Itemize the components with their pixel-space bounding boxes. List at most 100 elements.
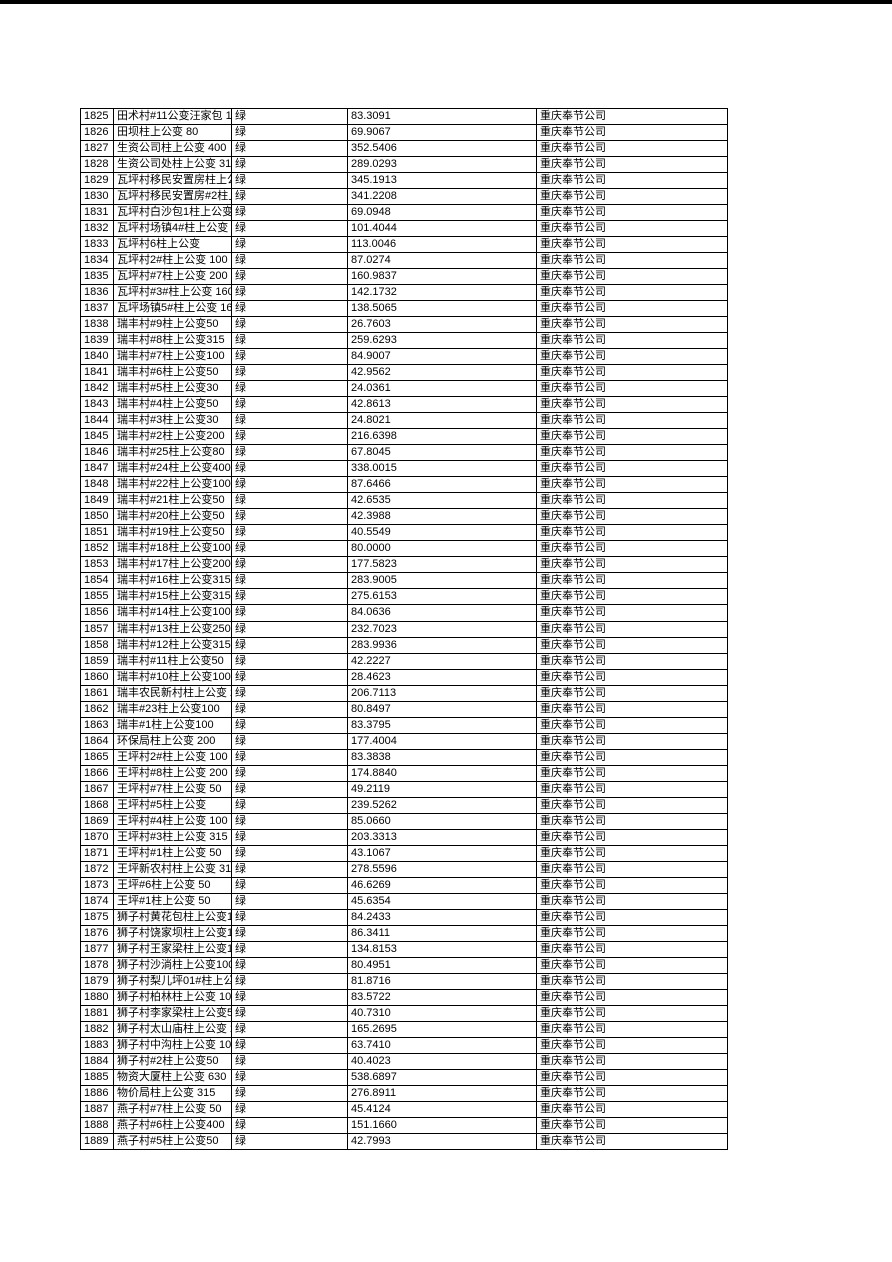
cell-value[interactable]: 86.3411 xyxy=(347,924,537,942)
cell-name[interactable]: 瓦坪场镇5#柱上公变 160 xyxy=(113,300,232,318)
cell-row-number[interactable]: 1883 xyxy=(80,1036,114,1054)
cell-row-number[interactable]: 1846 xyxy=(80,444,114,462)
cell-company[interactable]: 重庆奉节公司 xyxy=(536,364,728,382)
cell-value[interactable]: 24.0361 xyxy=(347,380,537,398)
cell-company[interactable]: 重庆奉节公司 xyxy=(536,908,728,926)
cell-name[interactable]: 瑞丰村#6柱上公变50 xyxy=(113,364,232,382)
cell-company[interactable]: 重庆奉节公司 xyxy=(536,620,728,638)
cell-value[interactable]: 43.1067 xyxy=(347,844,537,862)
cell-value[interactable]: 283.9936 xyxy=(347,636,537,654)
cell-row-number[interactable]: 1845 xyxy=(80,428,114,446)
cell-status[interactable]: 绿 xyxy=(231,1100,348,1118)
cell-name[interactable]: 田术村#11公变汪家包 100 xyxy=(113,107,232,126)
cell-value[interactable]: 283.9005 xyxy=(347,572,537,590)
cell-name[interactable]: 王坪村#8柱上公变 200 xyxy=(113,764,232,782)
cell-company[interactable]: 重庆奉节公司 xyxy=(536,1068,728,1086)
cell-value[interactable]: 276.8911 xyxy=(347,1084,537,1102)
cell-value[interactable]: 67.8045 xyxy=(347,444,537,462)
cell-name[interactable]: 瑞丰村#4柱上公变50 xyxy=(113,396,232,414)
cell-status[interactable]: 绿 xyxy=(231,716,348,734)
cell-name[interactable]: 狮子村李家梁柱上公变50 xyxy=(113,1004,232,1022)
cell-value[interactable]: 177.4004 xyxy=(347,732,537,750)
cell-row-number[interactable]: 1867 xyxy=(80,780,114,798)
cell-value[interactable]: 206.7113 xyxy=(347,684,537,702)
cell-company[interactable]: 重庆奉节公司 xyxy=(536,524,728,542)
cell-company[interactable]: 重庆奉节公司 xyxy=(536,988,728,1006)
cell-status[interactable]: 绿 xyxy=(231,860,348,878)
cell-row-number[interactable]: 1882 xyxy=(80,1020,114,1038)
cell-company[interactable]: 重庆奉节公司 xyxy=(536,684,728,702)
cell-company[interactable]: 重庆奉节公司 xyxy=(536,812,728,830)
cell-status[interactable]: 绿 xyxy=(231,540,348,558)
cell-row-number[interactable]: 1848 xyxy=(80,476,114,494)
cell-company[interactable]: 重庆奉节公司 xyxy=(536,796,728,814)
cell-status[interactable]: 绿 xyxy=(231,380,348,398)
cell-row-number[interactable]: 1886 xyxy=(80,1084,114,1102)
cell-company[interactable]: 重庆奉节公司 xyxy=(536,252,728,270)
cell-status[interactable]: 绿 xyxy=(231,444,348,462)
cell-status[interactable]: 绿 xyxy=(231,972,348,990)
cell-status[interactable]: 绿 xyxy=(231,524,348,542)
cell-company[interactable]: 重庆奉节公司 xyxy=(536,732,728,750)
cell-value[interactable]: 142.1732 xyxy=(347,284,537,302)
cell-value[interactable]: 289.0293 xyxy=(347,156,537,174)
cell-status[interactable]: 绿 xyxy=(231,828,348,846)
cell-name[interactable]: 王坪村2#柱上公变 100 xyxy=(113,748,232,766)
cell-company[interactable]: 重庆奉节公司 xyxy=(536,940,728,958)
cell-row-number[interactable]: 1857 xyxy=(80,620,114,638)
cell-row-number[interactable]: 1875 xyxy=(80,908,114,926)
cell-value[interactable]: 28.4623 xyxy=(347,668,537,686)
cell-company[interactable]: 重庆奉节公司 xyxy=(536,956,728,974)
cell-row-number[interactable]: 1836 xyxy=(80,284,114,302)
cell-value[interactable]: 42.9562 xyxy=(347,364,537,382)
cell-company[interactable]: 重庆奉节公司 xyxy=(536,332,728,350)
cell-row-number[interactable]: 1866 xyxy=(80,764,114,782)
cell-value[interactable]: 259.6293 xyxy=(347,332,537,350)
cell-row-number[interactable]: 1833 xyxy=(80,236,114,254)
cell-name[interactable]: 王坪村#7柱上公变 50 xyxy=(113,780,232,798)
cell-company[interactable]: 重庆奉节公司 xyxy=(536,764,728,782)
cell-name[interactable]: 物资大厦柱上公变 630 xyxy=(113,1068,232,1086)
cell-row-number[interactable]: 1879 xyxy=(80,972,114,990)
cell-company[interactable]: 重庆奉节公司 xyxy=(536,460,728,478)
cell-status[interactable]: 绿 xyxy=(231,396,348,414)
cell-value[interactable]: 49.2119 xyxy=(347,780,537,798)
cell-row-number[interactable]: 1881 xyxy=(80,1004,114,1022)
cell-name[interactable]: 狮子村中沟柱上公变 100 xyxy=(113,1036,232,1054)
cell-company[interactable]: 重庆奉节公司 xyxy=(536,508,728,526)
cell-company[interactable]: 重庆奉节公司 xyxy=(536,412,728,430)
cell-row-number[interactable]: 1872 xyxy=(80,860,114,878)
cell-row-number[interactable]: 1858 xyxy=(80,636,114,654)
cell-value[interactable]: 45.4124 xyxy=(347,1100,537,1118)
cell-name[interactable]: 瓦坪村白沙包1柱上公变 80 xyxy=(113,204,232,222)
cell-company[interactable]: 重庆奉节公司 xyxy=(536,1132,728,1151)
cell-status[interactable]: 绿 xyxy=(231,572,348,590)
cell-value[interactable]: 81.8716 xyxy=(347,972,537,990)
cell-name[interactable]: 田坝柱上公变 80 xyxy=(113,124,232,142)
cell-company[interactable]: 重庆奉节公司 xyxy=(536,348,728,366)
cell-row-number[interactable]: 1864 xyxy=(80,732,114,750)
cell-value[interactable]: 239.5262 xyxy=(347,796,537,814)
cell-row-number[interactable]: 1885 xyxy=(80,1068,114,1086)
cell-company[interactable]: 重庆奉节公司 xyxy=(536,780,728,798)
cell-status[interactable]: 绿 xyxy=(231,236,348,254)
cell-value[interactable]: 42.6535 xyxy=(347,492,537,510)
cell-company[interactable]: 重庆奉节公司 xyxy=(536,700,728,718)
cell-name[interactable]: 瓦坪村6柱上公变 xyxy=(113,236,232,254)
cell-status[interactable]: 绿 xyxy=(231,940,348,958)
cell-status[interactable]: 绿 xyxy=(231,748,348,766)
cell-status[interactable]: 绿 xyxy=(231,684,348,702)
cell-company[interactable]: 重庆奉节公司 xyxy=(536,476,728,494)
cell-company[interactable]: 重庆奉节公司 xyxy=(536,1036,728,1054)
cell-status[interactable]: 绿 xyxy=(231,348,348,366)
cell-status[interactable]: 绿 xyxy=(231,732,348,750)
cell-row-number[interactable]: 1860 xyxy=(80,668,114,686)
cell-value[interactable]: 101.4044 xyxy=(347,220,537,238)
cell-name[interactable]: 狮子村#2柱上公变50 xyxy=(113,1052,232,1070)
cell-name[interactable]: 狮子村黄花包柱上公变100 xyxy=(113,908,232,926)
cell-row-number[interactable]: 1861 xyxy=(80,684,114,702)
cell-name[interactable]: 瑞丰村#12柱上公变315 xyxy=(113,636,232,654)
cell-value[interactable]: 216.6398 xyxy=(347,428,537,446)
cell-company[interactable]: 重庆奉节公司 xyxy=(536,636,728,654)
cell-row-number[interactable]: 1840 xyxy=(80,348,114,366)
